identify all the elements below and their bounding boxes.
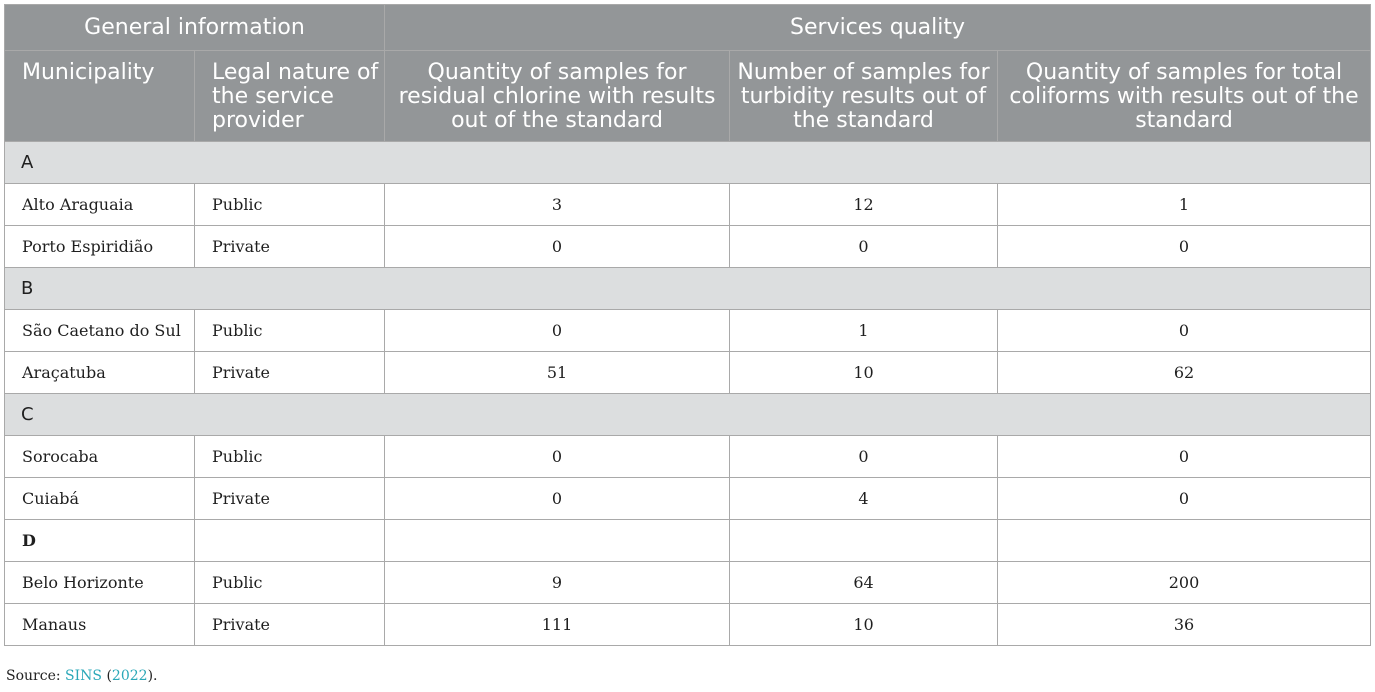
chlorine-cell: 3 — [384, 183, 731, 226]
municipality-cell: Alto Araguaia — [4, 183, 195, 226]
table-row: Araçatuba Private 51 10 62 — [4, 351, 1372, 394]
turbidity-cell: 10 — [729, 603, 999, 646]
municipality-cell: Araçatuba — [4, 351, 195, 394]
municipality-cell: Porto Espiridião — [4, 225, 195, 268]
chlorine-cell: 0 — [384, 435, 731, 478]
turbidity-cell: 1 — [729, 309, 999, 352]
chlorine-cell: 0 — [384, 225, 731, 268]
coliforms-cell: 0 — [997, 435, 1372, 478]
empty-cell — [997, 519, 1372, 562]
turbidity-cell: 0 — [729, 435, 999, 478]
coliforms-cell: 36 — [997, 603, 1372, 646]
col-header-legal-nature: Legal nature of the service provider — [193, 50, 386, 142]
group-label: C — [3, 393, 1372, 436]
source-note: Source: SINS (2022). — [6, 668, 157, 684]
legal-nature-cell: Public — [193, 561, 386, 604]
col-header-turbidity: Number of samples for turbidity results … — [729, 50, 999, 142]
legal-nature-cell: Private — [193, 477, 386, 520]
chlorine-cell: 111 — [384, 603, 731, 646]
group-row-a: A — [3, 141, 1372, 184]
empty-cell — [729, 519, 999, 562]
col-header-total-coliforms: Quantity of samples for total coliforms … — [997, 50, 1372, 142]
source-prefix: Source: — [6, 668, 66, 684]
municipality-cell: Manaus — [4, 603, 195, 646]
header-services-quality: Services quality — [384, 4, 1372, 51]
turbidity-cell: 64 — [729, 561, 999, 604]
turbidity-cell: 10 — [729, 351, 999, 394]
group-row-b: B — [3, 267, 1372, 310]
coliforms-cell: 62 — [997, 351, 1372, 394]
table-row: Sorocaba Public 0 0 0 — [4, 435, 1372, 478]
table-row: Porto Espiridião Private 0 0 0 — [4, 225, 1372, 268]
chlorine-cell: 0 — [384, 477, 731, 520]
empty-cell — [193, 519, 386, 562]
source-close-paren: ). — [147, 668, 158, 684]
municipality-cell: Belo Horizonte — [4, 561, 195, 604]
table-row: Belo Horizonte Public 9 64 200 — [4, 561, 1372, 604]
header-column-row: Municipality Legal nature of the service… — [4, 50, 1372, 142]
coliforms-cell: 0 — [997, 477, 1372, 520]
header-group-row: General information Services quality — [3, 4, 1372, 51]
group-row-d: D — [4, 519, 1372, 562]
group-label: B — [3, 267, 1372, 310]
coliforms-cell: 1 — [997, 183, 1372, 226]
legal-nature-cell: Private — [193, 603, 386, 646]
col-header-municipality: Municipality — [4, 50, 195, 142]
coliforms-cell: 0 — [997, 309, 1372, 352]
col-header-residual-chlorine: Quantity of samples for residual chlorin… — [384, 50, 731, 142]
coliforms-cell: 200 — [997, 561, 1372, 604]
table-row: Manaus Private 111 10 36 — [4, 603, 1372, 646]
table-row: Alto Araguaia Public 3 12 1 — [4, 183, 1372, 226]
legal-nature-cell: Private — [193, 351, 386, 394]
turbidity-cell: 4 — [729, 477, 999, 520]
legal-nature-cell: Private — [193, 225, 386, 268]
group-label: D — [4, 519, 195, 562]
coliforms-cell: 0 — [997, 225, 1372, 268]
municipality-cell: Sorocaba — [4, 435, 195, 478]
group-row-c: C — [3, 393, 1372, 436]
empty-cell — [384, 519, 731, 562]
chlorine-cell: 9 — [384, 561, 731, 604]
legal-nature-cell: Public — [193, 435, 386, 478]
group-label: A — [3, 141, 1372, 184]
turbidity-cell: 12 — [729, 183, 999, 226]
source-link[interactable]: SINS — [65, 668, 102, 684]
chlorine-cell: 51 — [384, 351, 731, 394]
chlorine-cell: 0 — [384, 309, 731, 352]
data-table: General information Services quality Mun… — [3, 4, 1372, 646]
header-general-information: General information — [3, 4, 386, 51]
source-year-link[interactable]: 2022 — [111, 668, 148, 684]
table-row: São Caetano do Sul Public 0 1 0 — [4, 309, 1372, 352]
source-open-paren: ( — [102, 668, 112, 684]
turbidity-cell: 0 — [729, 225, 999, 268]
legal-nature-cell: Public — [193, 309, 386, 352]
municipality-cell: São Caetano do Sul — [4, 309, 195, 352]
municipality-cell: Cuiabá — [4, 477, 195, 520]
table-row: Cuiabá Private 0 4 0 — [4, 477, 1372, 520]
legal-nature-cell: Public — [193, 183, 386, 226]
